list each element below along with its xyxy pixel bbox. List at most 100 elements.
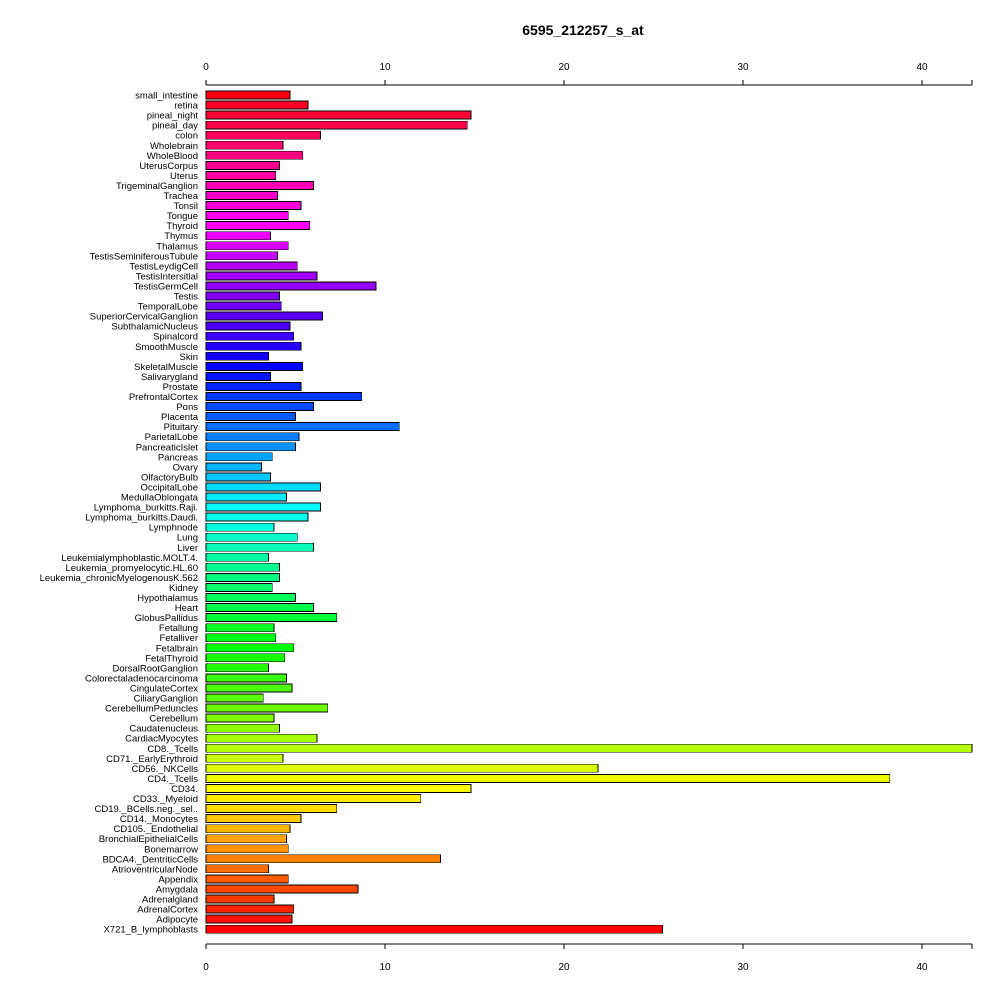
category-label: Prostate xyxy=(163,382,198,393)
category-label: TemporalLobe xyxy=(138,302,198,313)
category-label: Salivarygland xyxy=(141,372,198,383)
bar xyxy=(205,824,291,834)
bar xyxy=(205,321,291,331)
bar xyxy=(205,834,287,844)
bar xyxy=(205,311,323,321)
category-label: Lymphoma_burkitts.Raji. xyxy=(94,503,198,514)
bar xyxy=(205,653,286,663)
category-label: Testis xyxy=(174,292,199,303)
category-label: Cerebellum xyxy=(149,714,198,725)
bar xyxy=(205,221,311,231)
bar xyxy=(205,562,280,572)
category-label: Ovary xyxy=(173,462,199,473)
bar xyxy=(205,331,295,341)
category-label: DorsalRootGanglion xyxy=(112,663,198,674)
category-label: Trachea xyxy=(164,191,199,202)
category-label: colon xyxy=(175,131,198,142)
bar xyxy=(205,904,295,914)
category-label: Liver xyxy=(177,543,198,554)
category-label: Thalamus xyxy=(156,241,198,252)
category-label: AdrenalCortex xyxy=(137,905,198,916)
bar xyxy=(205,201,302,210)
bar xyxy=(205,804,338,813)
category-label: MedullaOblongata xyxy=(121,493,199,504)
bar xyxy=(205,361,304,371)
category-label: Fetalbrain xyxy=(156,643,198,654)
category-label: CD4._Tcells xyxy=(147,774,198,785)
category-label: WholeBlood xyxy=(147,151,198,162)
bar xyxy=(205,251,278,261)
bar xyxy=(205,191,278,200)
category-label: Hypothalamus xyxy=(137,593,198,604)
bar xyxy=(205,884,359,894)
category-label: CerebellumPeduncles xyxy=(105,704,198,715)
bar xyxy=(205,452,273,462)
bar xyxy=(205,864,270,874)
bar xyxy=(205,643,295,653)
tick-label: 10 xyxy=(379,62,391,73)
category-label: Wholebrain xyxy=(150,141,198,152)
tick-label: 30 xyxy=(737,62,749,73)
bar xyxy=(205,603,314,612)
category-label: AtrioventricularNode xyxy=(112,864,198,875)
bar xyxy=(205,442,296,452)
category-label: PancreaticIslet xyxy=(136,442,199,453)
bar xyxy=(205,673,287,683)
bar xyxy=(205,402,314,411)
category-label: TestisGermCell xyxy=(134,281,198,292)
top-x-axis: 0 10 20 30 40 xyxy=(203,62,973,86)
category-label: Tonsil xyxy=(174,201,198,212)
category-label: OccipitalLobe xyxy=(140,482,198,493)
bar xyxy=(205,382,302,391)
tick-label: 0 xyxy=(203,962,209,973)
category-label: Spinalcord xyxy=(153,332,198,343)
category-label: Bonemarrow xyxy=(144,844,198,855)
bar xyxy=(205,482,321,492)
bars-group xyxy=(205,90,973,934)
category-label: Pituitary xyxy=(164,422,199,433)
bar xyxy=(205,462,262,472)
category-label: X721_B_lymphoblasts xyxy=(103,925,198,936)
category-label: GlobusPallidus xyxy=(135,613,199,624)
bar xyxy=(205,502,321,512)
category-label: CD56._NKCells xyxy=(131,764,198,775)
category-label: Tongue xyxy=(167,211,198,222)
category-label: small_intestine xyxy=(135,91,198,102)
category-label: TrigeminalGanglion xyxy=(116,181,198,192)
bar xyxy=(205,392,363,401)
bar xyxy=(205,583,273,592)
category-label: Skin xyxy=(180,352,198,363)
bar xyxy=(205,492,287,502)
bar xyxy=(205,663,270,673)
category-label: Colorectaladenocarcinoma xyxy=(85,673,199,684)
bar xyxy=(205,593,296,602)
bar xyxy=(205,150,304,160)
category-label: Fetalliver xyxy=(159,633,198,644)
bar xyxy=(205,683,293,693)
tick-label: 0 xyxy=(203,62,209,73)
bar xyxy=(205,874,289,884)
chart-title: 6595_212257_s_at xyxy=(522,22,644,38)
category-label: retina xyxy=(174,101,198,112)
category-label: Appendix xyxy=(158,874,198,885)
bar xyxy=(205,281,377,291)
bar xyxy=(205,573,280,582)
category-label: pineal_day xyxy=(152,121,198,132)
bar xyxy=(205,472,271,482)
bar xyxy=(205,743,973,753)
bottom-x-axis: 0 10 20 30 40 xyxy=(203,943,973,973)
bar xyxy=(205,753,284,763)
bar xyxy=(205,110,472,120)
bar xyxy=(205,814,302,823)
category-label: FetalThyroid xyxy=(145,653,198,664)
bar xyxy=(205,733,318,743)
bar xyxy=(205,633,277,643)
category-label: Thyroid xyxy=(166,221,198,232)
category-label: SmoothMuscle xyxy=(135,342,198,353)
category-label: TestisLeydigCell xyxy=(129,261,198,272)
bar xyxy=(205,160,280,170)
bar xyxy=(205,784,472,793)
bar xyxy=(205,693,264,703)
bar xyxy=(205,542,314,552)
